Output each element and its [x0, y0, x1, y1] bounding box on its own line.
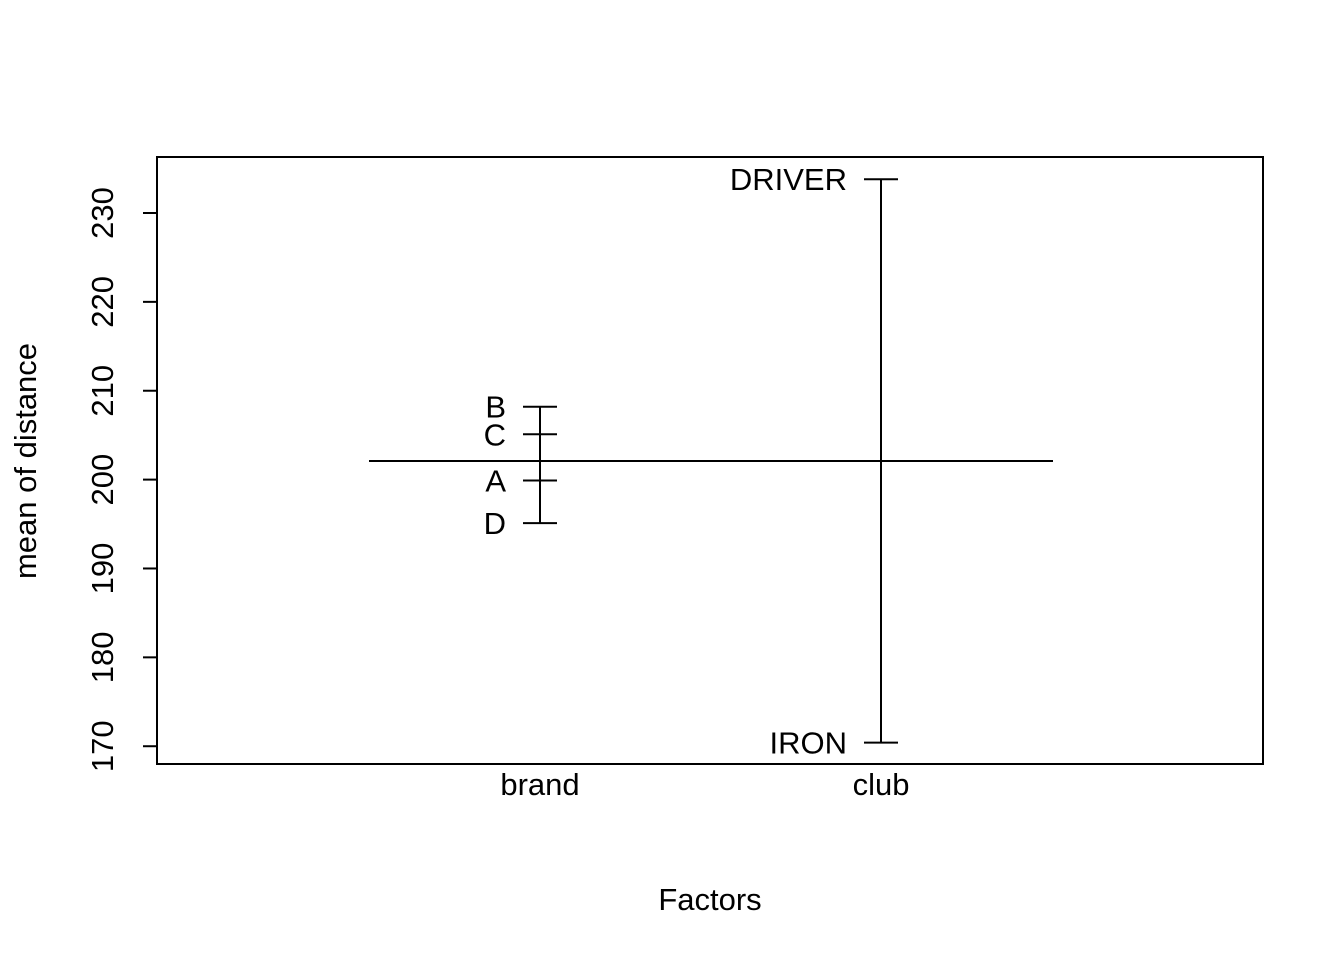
x-tick-label: club [853, 767, 910, 802]
y-tick-label: 170 [85, 720, 120, 772]
y-axis-label: mean of distance [8, 343, 43, 579]
x-tick-label: brand [500, 767, 579, 802]
y-tick-label: 220 [85, 276, 120, 328]
y-tick-label: 190 [85, 543, 120, 595]
level-label: DRIVER [730, 162, 847, 197]
x-axis-label: Factors [658, 882, 761, 917]
y-tick-label: 200 [85, 454, 120, 506]
plot-frame [156, 156, 1264, 765]
level-label: IRON [770, 726, 848, 761]
y-tick-label: 210 [85, 365, 120, 417]
level-label: C [484, 417, 506, 452]
y-tick-label: 230 [85, 187, 120, 239]
y-tick-label: 180 [85, 631, 120, 683]
level-label: B [485, 390, 506, 425]
level-label: A [485, 463, 506, 498]
level-label: D [484, 506, 506, 541]
